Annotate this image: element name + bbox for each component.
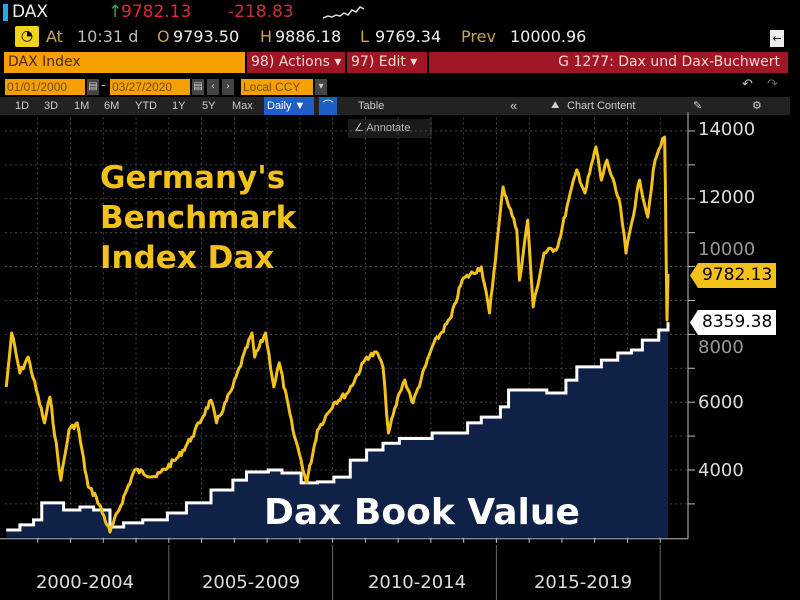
time: 10:31 d: [77, 27, 139, 46]
x-tick-label: 2015-2019: [533, 572, 633, 593]
chart-toolbar: 1D 3D 1M 6M YTD 1Y 5Y Max Daily ▼ ⌒ Tabl…: [0, 97, 790, 115]
low-value: 9769.34: [375, 27, 442, 46]
period-3d[interactable]: 3D: [44, 100, 59, 112]
security-field[interactable]: DAX Index: [4, 52, 245, 73]
time-label: At: [46, 27, 63, 46]
table-button[interactable]: Table: [358, 100, 385, 112]
edit-icon[interactable]: ✎: [693, 100, 703, 112]
period-max[interactable]: Max: [232, 100, 253, 112]
gear-icon[interactable]: ⚙: [752, 100, 762, 112]
undo-icon[interactable]: ↶: [742, 77, 753, 92]
frequency-select[interactable]: Daily ▼: [264, 97, 314, 115]
y-tick-label: 4000: [698, 460, 744, 481]
chart-type-icon[interactable]: ⌒: [319, 97, 337, 115]
annotate-label: Annotate: [366, 122, 411, 134]
calendar-icon[interactable]: ▤: [192, 79, 204, 95]
y-tick-label: 6000: [698, 392, 744, 413]
y-tick-label: 10000: [698, 239, 756, 260]
start-date-field[interactable]: 01/01/2000: [5, 79, 85, 95]
gauge-icon[interactable]: ◔: [15, 26, 39, 47]
open-label: O: [157, 27, 170, 46]
chart-name: G 1277: Dax und Dax-Buchwert: [429, 52, 788, 73]
book-value-area: [6, 322, 669, 538]
low-label: L: [360, 27, 369, 46]
chevron-left-icon[interactable]: ‹: [207, 79, 219, 95]
prev-label: Prev: [461, 27, 496, 46]
period-ytd[interactable]: YTD: [135, 100, 157, 112]
net-change: -218.83: [228, 2, 294, 22]
period-1d[interactable]: 1D: [15, 100, 30, 112]
period-6m[interactable]: 6M: [104, 100, 120, 112]
actions-menu[interactable]: 98) Actions ▾: [247, 52, 345, 73]
last-price: 9782.13: [121, 2, 192, 22]
book-value-line: [6, 322, 670, 532]
y-tick-label: 12000: [698, 187, 756, 208]
currency-select[interactable]: Local CCY: [241, 79, 313, 95]
ticker: DAX: [12, 2, 49, 22]
date-separator: -: [101, 78, 106, 92]
x-tick-label: 2000-2004: [35, 572, 135, 593]
end-date-field[interactable]: 03/27/2020: [110, 79, 190, 95]
high-label: H: [260, 27, 273, 46]
book-value-annotation: Dax Book Value: [264, 492, 580, 533]
dropdown-icon[interactable]: ▾: [315, 79, 327, 95]
collapse-button[interactable]: «: [510, 98, 518, 113]
y-tick-label: 14000: [698, 119, 756, 140]
high-value: 9886.18: [275, 27, 342, 46]
open-value: 9793.50: [173, 27, 240, 46]
chart-content-icon: ⛰: [551, 100, 560, 111]
dax-annotation: Germany's Benchmark Index Dax: [100, 160, 297, 276]
redo-icon[interactable]: ↷: [767, 77, 778, 92]
period-1m[interactable]: 1M: [74, 100, 90, 112]
up-arrow-icon: ↑: [108, 2, 123, 22]
sparkline-icon: [322, 6, 365, 19]
chart-content-button[interactable]: Chart Content: [567, 100, 636, 112]
ticker-marker: [3, 4, 8, 21]
chevron-right-icon[interactable]: ›: [222, 79, 234, 95]
period-1y[interactable]: 1Y: [172, 100, 186, 112]
calendar-icon[interactable]: ▤: [87, 79, 99, 95]
dax-line: [4, 135, 670, 534]
dax-last-price-tag: 9782.13: [690, 263, 777, 288]
prev-value: 10000.96: [510, 27, 587, 46]
book-value-last-tag: 8359.38: [690, 310, 777, 335]
annotate-button[interactable]: ∠ Annotate: [348, 119, 432, 138]
y-tick-label: 8000: [698, 337, 744, 358]
pencil-icon: ∠: [354, 122, 367, 134]
export-icon[interactable]: ←: [770, 30, 784, 47]
x-tick-label: 2005-2009: [201, 572, 301, 593]
edit-menu[interactable]: 97) Edit ▾: [347, 52, 427, 73]
period-5y[interactable]: 5Y: [202, 100, 216, 112]
x-tick-label: 2010-2014: [367, 572, 467, 593]
